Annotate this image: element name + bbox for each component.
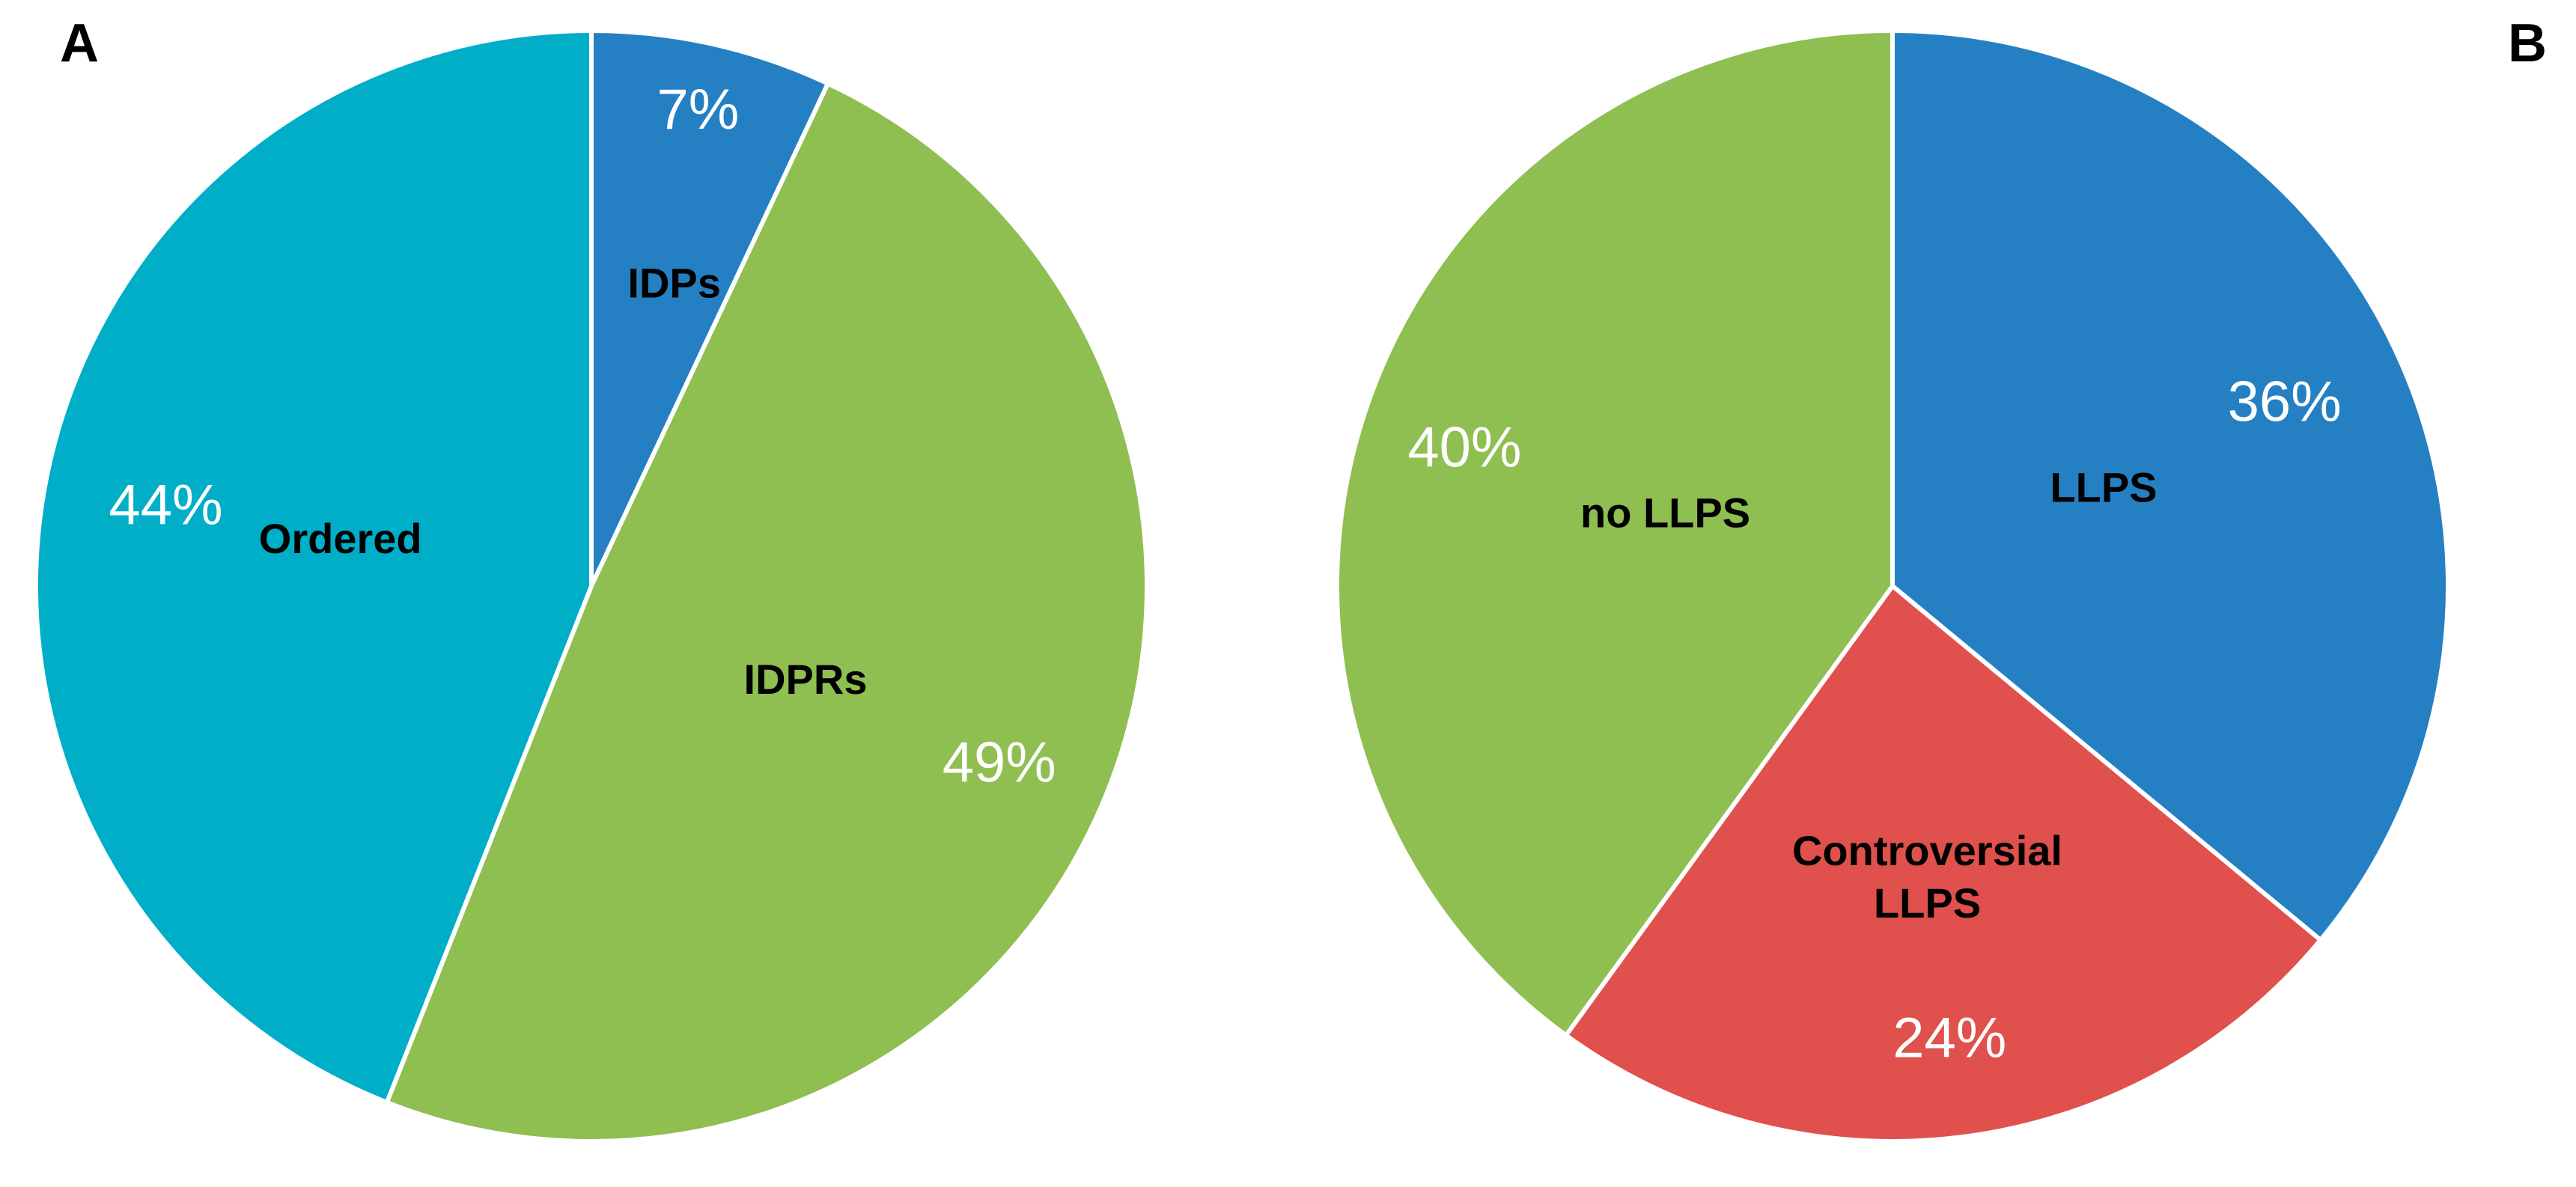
pie-a-percent-label-ordered: 44% (109, 474, 222, 537)
pie-a-category-label-idps: IDPs (627, 259, 721, 306)
pie-b-category-label-no-llps: no LLPS (1580, 489, 1750, 536)
pie-a-slice-ordered (34, 28, 594, 1105)
pie-a-slice-idprs (384, 81, 1149, 1144)
pie-a-percent-label-idprs: 49% (943, 731, 1056, 795)
pie-a-percent-label-idps: 7% (657, 78, 740, 141)
pie-b-category-label-controversial-llps: Controversial LLPS (1792, 827, 2062, 927)
pie-b-percent-label-llps: 36% (2228, 370, 2342, 434)
pie-b-slice-no-llps (1335, 28, 1895, 1038)
pie-a-slice-idps (589, 28, 830, 588)
pie-b-percent-label-controversial-llps: 24% (1893, 1007, 2006, 1070)
panel-letter-a: A (60, 13, 99, 73)
pie-b-category-label-llps: LLPS (2050, 463, 2157, 510)
pie-b-percent-label-no-llps: 40% (1407, 415, 1521, 479)
pie-a-category-label-idprs: IDPRs (744, 656, 868, 703)
pie-b-slice-llps (1890, 28, 2450, 942)
pie-a-category-label-ordered: Ordered (259, 515, 422, 562)
pie-b-slice-controversial-llps (1563, 584, 2323, 1144)
panel-letter-b: B (2508, 13, 2547, 73)
